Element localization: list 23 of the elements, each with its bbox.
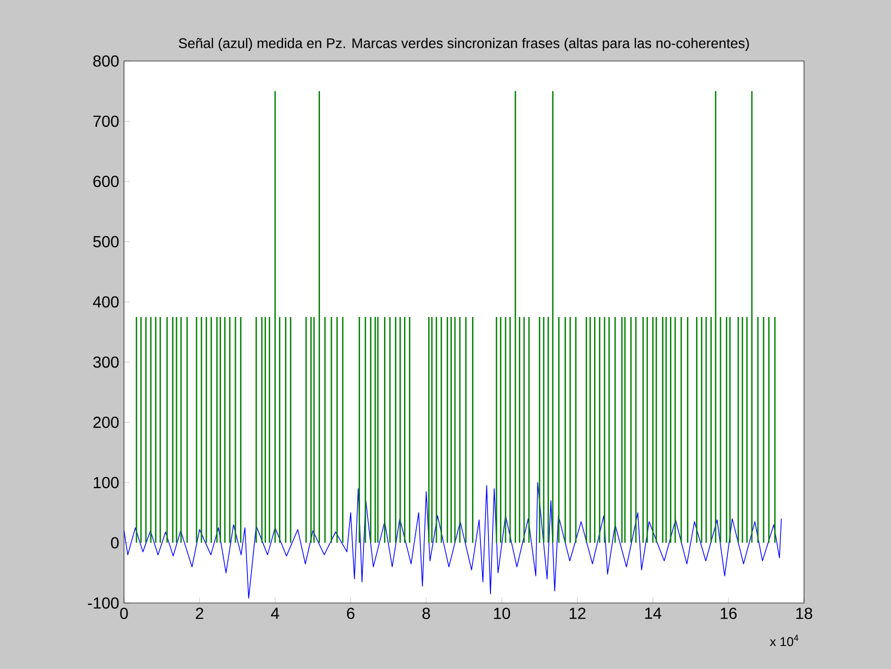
x-tick-label: 8: [422, 608, 430, 620]
x-tick-label: 12: [570, 608, 586, 619]
line-series: [124, 482, 782, 599]
y-tick-label: 700: [93, 116, 119, 127]
y-tick-label: 800: [93, 55, 119, 67]
y-tick-label: 300: [93, 356, 119, 368]
y-tick-label: 600: [93, 176, 119, 188]
y-tick-label: 100: [94, 476, 119, 488]
x-tick-label: 6: [347, 608, 354, 620]
x-tick-label: 4: [271, 608, 280, 619]
x-tick-label: 0: [120, 608, 128, 620]
y-tick-label: 200: [93, 416, 119, 428]
x-tick-label: 14: [645, 608, 662, 619]
y-tick-label: 0: [111, 537, 119, 548]
x-tick-label: 16: [720, 608, 737, 620]
x-tick-label: 18: [796, 608, 812, 620]
x-tick-label: 10: [494, 608, 510, 620]
chart-title: Señal (azul) medida en Pz. Marcas verdes sincronizan frases (altas para las no-coherentes): [178, 38, 749, 51]
x-tick-label: 2: [196, 608, 204, 619]
y-tick-label: 500: [93, 236, 119, 248]
text: x 10$^{4}$: [770, 634, 798, 646]
y-tick-label: -100: [88, 597, 119, 609]
y-tick-label: 400: [92, 296, 119, 308]
